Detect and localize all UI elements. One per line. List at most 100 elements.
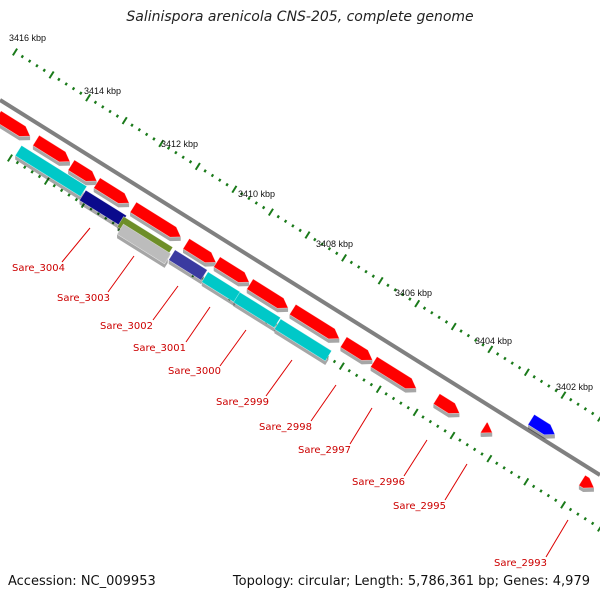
scale-tick [517, 365, 522, 370]
scale-tick [267, 208, 274, 217]
scale-tick [101, 105, 105, 109]
scale-tick [291, 224, 295, 228]
scale-tick [349, 260, 354, 265]
label-leader-line [349, 407, 373, 445]
scale-tick [347, 368, 351, 373]
scale-tick [332, 359, 337, 364]
scale-tick [144, 132, 149, 137]
scale-tick [210, 173, 215, 178]
scale-tick [384, 392, 388, 396]
scale-tick [231, 185, 238, 194]
scale-tick [466, 333, 471, 338]
scale-tick [583, 516, 587, 521]
scale-tick [523, 477, 530, 486]
label-leader-line [265, 359, 293, 397]
scale-tick [30, 170, 34, 174]
scale-tick [137, 128, 141, 132]
scale-tick [371, 274, 375, 278]
gene-arrow [116, 223, 172, 265]
scale-tick [465, 442, 469, 447]
gene-shadow [213, 267, 250, 287]
scale-tick [560, 391, 567, 400]
scale-tick [412, 408, 419, 417]
gene-arrow [182, 238, 217, 263]
gene-shadow [93, 188, 130, 208]
scale-tick [225, 182, 229, 187]
scale-tick [393, 288, 397, 292]
scale-tick [121, 116, 128, 125]
scale-tick [194, 162, 201, 171]
scale-tick [304, 231, 311, 239]
label-leader-line [107, 255, 135, 293]
gene-shadow [168, 260, 205, 285]
label-leader-line [310, 384, 337, 422]
scale-tick [37, 174, 42, 179]
label-leader-line [185, 306, 211, 343]
scale-label: 3404 kbp [475, 336, 512, 346]
scale-tick [422, 306, 427, 310]
gene-shadow [201, 282, 238, 307]
scale-tick [85, 93, 92, 102]
scale-tick [181, 155, 185, 159]
scale-tick [71, 86, 76, 91]
scale-tick [502, 466, 506, 470]
gene-arrow [67, 159, 98, 182]
gene-label-sare-3003: Sare_3003 [57, 293, 110, 304]
scale-tick [531, 484, 536, 489]
scale-label: 3402 kbp [556, 382, 593, 392]
scale-tick [554, 388, 558, 393]
scale-tick [532, 375, 536, 379]
gene-shadow [79, 200, 124, 230]
scale-tick [436, 424, 440, 429]
scale-tick [481, 343, 485, 347]
gene-label-sare-3000: Sare_3000 [168, 366, 221, 377]
scale-tick [313, 237, 317, 242]
scale-tick [20, 54, 24, 59]
scale-tick [152, 137, 156, 141]
scale-tick [399, 401, 403, 405]
scale-tick [283, 219, 288, 224]
scale-label: 3410 kbp [238, 189, 275, 199]
gene-shadow [274, 329, 329, 365]
gene-arrow [246, 278, 289, 309]
scale-tick [357, 265, 361, 269]
scale-tick [43, 177, 50, 186]
scale-tick [59, 188, 64, 193]
gene-shadow [130, 212, 181, 242]
scale-tick [174, 150, 178, 155]
scale-label: 3408 kbp [316, 239, 353, 249]
gene-label-sare-2999: Sare_2999 [216, 397, 269, 408]
gene-arrow [339, 336, 373, 361]
gene-arrow [289, 303, 340, 340]
gene-arrow [578, 474, 595, 489]
scale-tick [362, 378, 366, 382]
scale-tick [539, 379, 544, 384]
gene-shadow [433, 403, 460, 418]
gene-label-sare-2995: Sare_2995 [393, 501, 446, 512]
gene-shadow [182, 248, 216, 267]
scale-label: 3414 kbp [84, 86, 121, 96]
gene-arrow [129, 201, 182, 238]
scale-tick [57, 77, 61, 82]
scale-tick [554, 498, 558, 503]
label-leader-line [61, 227, 91, 263]
scale-tick [472, 447, 477, 452]
gene-labels: Sare_3004 Sare_3003 Sare_3002 Sare_3001 … [12, 263, 547, 569]
gene-arrow [168, 249, 208, 281]
gene-label-sare-3004: Sare_3004 [12, 263, 65, 274]
gene-arrow [14, 145, 88, 197]
gene-arrow [273, 318, 333, 362]
scale-tick [188, 160, 193, 164]
label-leader-line [545, 519, 569, 558]
gene-arrow [370, 356, 417, 389]
scale-tick [590, 521, 595, 526]
scale-tick [495, 352, 500, 356]
scale-tick [48, 70, 55, 79]
scale-tick [35, 63, 39, 68]
gene-arrow [213, 256, 250, 283]
gene-label-sare-2993: Sare_2993 [494, 558, 547, 569]
scale-tick [115, 114, 120, 118]
scale-tick [583, 407, 588, 411]
scale-label: 3412 kbp [161, 139, 198, 149]
